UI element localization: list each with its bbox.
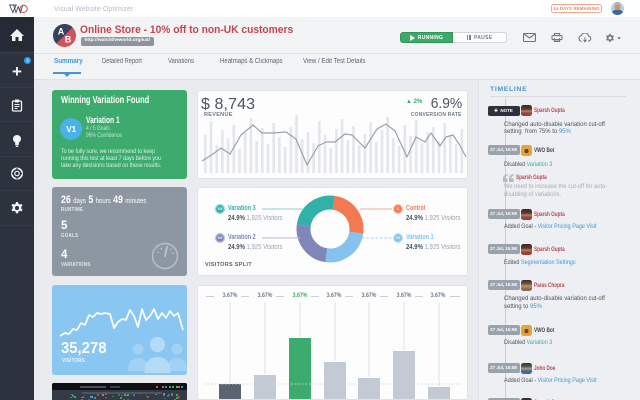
svg-text:A: A — [58, 27, 65, 37]
svg-text:B: B — [65, 35, 72, 45]
